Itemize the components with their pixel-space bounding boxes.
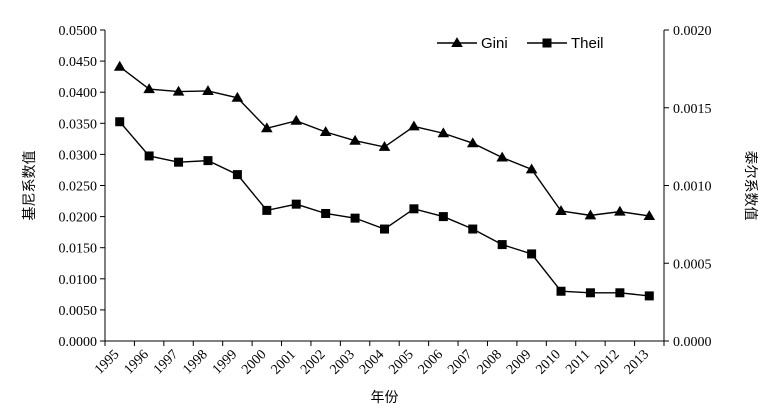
- gini-point: [378, 141, 391, 151]
- x-tick-label: 1997: [151, 347, 181, 377]
- x-tick-label: 2006: [416, 347, 446, 377]
- left-tick-label: 0.0450: [59, 55, 98, 70]
- theil-point: [174, 157, 184, 167]
- gini-point: [496, 151, 508, 162]
- gini-point: [290, 114, 303, 125]
- x-tick-label: 2010: [533, 347, 563, 377]
- left-tick-label: 0.0350: [59, 117, 98, 132]
- right-tick-label: 0.0005: [673, 257, 712, 272]
- right-tick-label: 0.0015: [673, 102, 712, 117]
- left-tick-label: 0.0500: [59, 24, 98, 39]
- legend-label-theil: Theil: [571, 35, 604, 52]
- theil-point: [409, 204, 419, 214]
- x-tick-label: 2009: [504, 347, 534, 377]
- x-tick-label: 2002: [298, 347, 328, 377]
- gini-point: [143, 83, 155, 94]
- x-tick-label: 2007: [445, 347, 475, 377]
- right-y-axis-title: 泰尔系数值: [742, 151, 758, 221]
- theil-point: [144, 151, 154, 161]
- gini-point: [466, 137, 479, 148]
- x-tick-label: 2004: [357, 347, 387, 377]
- gini-point: [261, 122, 273, 133]
- left-tick-label: 0.0200: [59, 211, 98, 226]
- gini-point: [643, 210, 656, 220]
- gini-point: [113, 60, 126, 71]
- gini-point: [584, 209, 597, 220]
- x-tick-label: 2012: [592, 347, 622, 377]
- left-tick-label: 0.0150: [59, 242, 98, 257]
- gini-point: [349, 134, 361, 145]
- x-tick-label: 2003: [328, 347, 358, 377]
- theil-point: [644, 291, 654, 301]
- x-tick-label: 2011: [563, 347, 593, 377]
- theil-point: [585, 288, 595, 298]
- left-tick-label: 0.0100: [59, 273, 98, 288]
- theil-point: [380, 224, 389, 234]
- right-tick-label: 0.0020: [673, 24, 712, 39]
- legend-label-gini: Gini: [481, 35, 508, 52]
- left-y-axis-title: 基尼系数值: [21, 151, 38, 221]
- x-axis-title: 年份: [371, 390, 399, 406]
- theil-point: [232, 170, 242, 180]
- left-tick-label: 0.0000: [59, 335, 98, 350]
- left-tick-label: 0.0050: [59, 304, 98, 319]
- x-tick-label: 1995: [92, 347, 122, 377]
- x-tick-label: 2001: [269, 347, 299, 377]
- gini-point: [614, 205, 626, 216]
- x-tick-label: 2000: [239, 347, 269, 377]
- gini-point: [202, 85, 214, 95]
- left-tick-label: 0.0300: [59, 148, 98, 163]
- gini-point: [231, 91, 244, 102]
- gini-point: [172, 85, 185, 96]
- theil-point: [468, 224, 478, 234]
- x-tick-label: 1996: [122, 347, 152, 377]
- theil-point: [291, 199, 301, 209]
- left-tick-label: 0.0400: [59, 86, 98, 101]
- theil-point: [438, 212, 448, 222]
- theil-point: [615, 288, 625, 298]
- theil-point: [350, 213, 360, 223]
- theil-point: [527, 249, 537, 259]
- right-tick-label: 0.0000: [673, 335, 712, 350]
- x-tick-label: 1999: [210, 347, 240, 377]
- gini-point: [319, 126, 332, 136]
- theil-point: [262, 205, 272, 215]
- gini-point: [555, 205, 567, 215]
- x-tick-label: 1998: [180, 347, 210, 377]
- gini-point: [525, 163, 538, 174]
- gini-point: [408, 120, 420, 131]
- legend-marker-square: [542, 38, 552, 48]
- x-tick-label: 2013: [622, 347, 652, 377]
- x-tick-label: 2008: [475, 347, 505, 377]
- legend-marker-triangle: [451, 37, 463, 47]
- theil-point: [321, 208, 331, 218]
- right-tick-label: 0.0010: [673, 180, 712, 195]
- theil-point: [497, 240, 507, 250]
- theil-point: [203, 156, 213, 166]
- left-tick-label: 0.0250: [59, 180, 98, 195]
- gini-point: [437, 127, 450, 138]
- x-tick-label: 2005: [386, 347, 416, 377]
- theil-point: [556, 286, 566, 296]
- theil-point: [115, 117, 125, 127]
